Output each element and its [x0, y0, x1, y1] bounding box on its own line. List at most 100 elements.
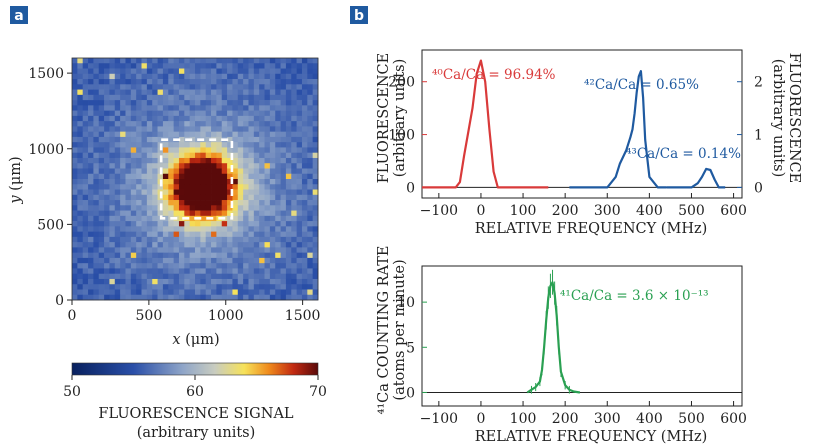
heatmap-cell: [291, 173, 297, 180]
heatmap-cell: [189, 194, 196, 201]
heatmap-cell: [195, 284, 201, 290]
heatmap-cell: [205, 121, 212, 127]
heatmap-cell: [88, 147, 94, 154]
heatmap-cell: [221, 189, 228, 196]
heatmap-cell: [146, 131, 153, 138]
heatmap-cell: [253, 89, 260, 96]
heatmap-cell: [130, 147, 137, 154]
heatmap-cell: [237, 179, 244, 185]
heatmap-cell: [162, 110, 169, 117]
heatmap-cell: [152, 184, 158, 190]
heatmap-cell: [136, 184, 142, 190]
heatmap-cell: [141, 184, 148, 190]
heatmap-cell: [178, 110, 185, 117]
heatmap-cell: [301, 63, 308, 69]
heatmap-cell: [259, 257, 265, 264]
heatmap-cell: [104, 136, 110, 143]
heatmap-cell: [168, 179, 174, 185]
heatmap-cell: [125, 284, 132, 290]
heatmap-cell: [168, 231, 174, 238]
heatmap-cell: [88, 73, 94, 80]
heatmap-cell: [221, 226, 228, 232]
heatmap-cell: [125, 63, 132, 69]
heatmap-cell: [291, 142, 297, 148]
heatmap-cell: [189, 68, 196, 75]
heatmap-cell: [237, 231, 244, 238]
heatmap-cell: [312, 263, 319, 269]
heatmap-cell: [162, 94, 169, 101]
heatmap-cell: [109, 189, 116, 196]
heatmap-cell: [98, 105, 105, 111]
heatmap-cell: [141, 257, 148, 264]
heatmap-cell: [93, 284, 100, 290]
heatmap-cell: [189, 263, 196, 269]
heatmap-cell: [104, 257, 110, 264]
heatmap-cell: [93, 142, 100, 148]
heatmap-cell: [253, 184, 260, 190]
heatmap-cell: [275, 121, 281, 127]
heatmap-cell: [237, 184, 244, 190]
heatmap-cell: [162, 257, 169, 264]
heatmap-cell: [162, 210, 169, 217]
heatmap-cell: [82, 163, 89, 169]
heatmap-cell: [104, 231, 110, 238]
heatmap-cell: [114, 79, 121, 85]
heatmap-cell: [243, 268, 249, 275]
heatmap-cell: [98, 278, 105, 285]
heatmap-cell: [200, 58, 207, 64]
heatmap-cell: [162, 205, 169, 211]
heatmap-cell: [307, 294, 313, 301]
heatmap-cell: [216, 126, 223, 132]
heatmap-cell: [296, 205, 303, 211]
heatmap-cell: [211, 184, 217, 190]
heatmap-cell: [248, 136, 255, 143]
heatmap-cell: [72, 189, 78, 196]
heatmap-cell: [200, 210, 207, 217]
heatmap-cell: [104, 110, 110, 117]
heatmap-cell: [296, 142, 303, 148]
heatmap-cell: [120, 126, 126, 132]
heatmap-cell: [205, 278, 212, 285]
heatmap-cell: [125, 273, 132, 280]
heatmap-cell: [227, 231, 233, 238]
heatmap-cell: [125, 221, 132, 227]
heatmap-cell: [307, 79, 313, 85]
heatmap-cell: [88, 221, 94, 227]
heatmap-cell: [243, 110, 249, 117]
heatmap-cell: [77, 157, 84, 164]
heatmap-cell: [157, 121, 164, 127]
heatmap-cell: [301, 179, 308, 185]
heatmap-cell: [195, 121, 201, 127]
heatmap-cell: [227, 126, 233, 132]
heatmap-cell: [280, 147, 287, 154]
heatmap-cell: [88, 79, 94, 85]
heatmap-cell: [98, 221, 105, 227]
heatmap-cell: [200, 184, 207, 190]
heatmap-cell: [114, 194, 121, 201]
heatmap-cell: [291, 184, 297, 190]
heatmap-cell: [227, 121, 233, 127]
heatmap-cell: [109, 115, 116, 122]
heatmap-cell: [253, 147, 260, 154]
heatmap-cell: [77, 226, 84, 232]
heatmap-cell: [136, 131, 142, 138]
heatmap-cell: [109, 105, 116, 111]
chart-b2-x-tick-label: 400: [636, 411, 663, 427]
heatmap-cell: [178, 210, 185, 217]
heatmap-cell: [104, 79, 110, 85]
heatmap-cell: [253, 257, 260, 264]
heatmap-cell: [243, 221, 249, 227]
heatmap-cell: [77, 294, 84, 301]
heatmap-cell: [205, 294, 212, 301]
heatmap-cell: [93, 110, 100, 117]
heatmap-cell: [114, 121, 121, 127]
heatmap-cell: [146, 273, 153, 280]
heatmap-cell: [184, 231, 190, 238]
heatmap-cell: [264, 268, 271, 275]
heatmap-cell: [195, 226, 201, 232]
heatmap-cell: [109, 257, 116, 264]
heatmap-cell: [216, 163, 223, 169]
heatmap-cell: [253, 68, 260, 75]
heatmap-cell: [184, 179, 190, 185]
heatmap-cell: [275, 263, 281, 269]
